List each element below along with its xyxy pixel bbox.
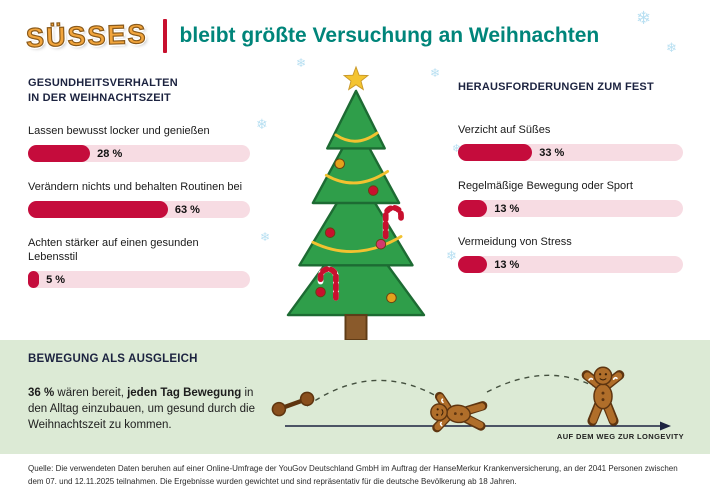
dumbbell-icon xyxy=(271,391,315,417)
bar-track: 33 % xyxy=(458,144,683,161)
bar-label: Verzicht auf Süßes xyxy=(458,124,551,136)
bar-value: 13 % xyxy=(494,202,520,215)
bar-label: Regelmäßige Bewegung oder Sport xyxy=(458,180,633,192)
tree-trunk xyxy=(344,314,368,341)
bar-track: 13 % xyxy=(458,256,683,273)
bar-label: Vermeidung von Stress xyxy=(458,236,572,248)
bottom-text-normal-1: wären bereit, xyxy=(54,386,128,399)
bar-track: 28 % xyxy=(28,145,250,162)
bar-value: 63 % xyxy=(174,203,200,216)
bar-value: 28 % xyxy=(97,147,123,160)
header: SÜSSES bleibt größte Versuchung an Weihn… xyxy=(25,14,600,58)
bar-fill xyxy=(458,200,488,217)
gingerbread-illustration xyxy=(271,340,671,454)
bar-fill xyxy=(28,145,91,162)
bar-label: Achten stärker auf einen gesunden Lebens… xyxy=(28,237,199,263)
bar-item-gesunder-lebensstil: Achten stärker auf einen gesunden Lebens… xyxy=(28,236,264,288)
candy-cane-icon xyxy=(317,204,404,301)
dashed-trajectory xyxy=(486,374,594,393)
right-section-heading: HERAUSFORDERUNGEN ZUM FEST xyxy=(458,81,654,93)
suesses-logo: SÜSSES xyxy=(25,18,149,53)
bottom-text-bold-36: 36 % xyxy=(28,386,55,399)
bar-item-bewegung-sport: Regelmäßige Bewegung oder Sport 13 % xyxy=(458,179,694,217)
christmas-tree-svg xyxy=(286,65,426,341)
bottom-text-normal-2: in den Alltag einzubauen, um gesund durc… xyxy=(28,386,255,431)
tree-star-icon xyxy=(342,65,370,91)
bottom-section-text: 36 % wären bereit, jeden Tag Bewegung in… xyxy=(28,385,268,433)
bar-label: Lassen bewusst locker und genießen xyxy=(28,125,210,137)
section-bewegung-als-ausgleich: BEWEGUNG ALS AUSGLEICH 36 % wären bereit… xyxy=(0,340,710,454)
snowflake-icon: ❄ xyxy=(446,248,457,263)
christmas-tree-illustration xyxy=(265,64,447,342)
bar-track: 5 % xyxy=(28,271,250,288)
bar-track: 13 % xyxy=(458,200,683,217)
left-heading-line2: IN DER WEIHNACHTSZEIT xyxy=(28,92,171,104)
bar-label: Verändern nichts und behalten Routinen b… xyxy=(28,181,243,193)
bar-item-verzicht-suesses: Verzicht auf Süßes 33 % xyxy=(458,123,694,161)
bottom-text-bold-bewegung: jeden Tag Bewegung xyxy=(127,386,242,399)
snowflake-icon: ❄ xyxy=(666,40,677,55)
left-heading-line1: GESUNDHEITSVERHALTEN xyxy=(28,77,178,89)
left-section-heading: GESUNDHEITSVERHALTEN IN DER WEIHNACHTSZEI… xyxy=(28,76,264,106)
snowflake-icon: ❄ xyxy=(636,8,652,28)
bar-item-vermeidung-stress: Vermeidung von Stress 13 % xyxy=(458,235,694,273)
bar-fill xyxy=(458,144,533,161)
section-herausforderungen: HERAUSFORDERUNGEN ZUM FEST Verzicht auf … xyxy=(458,80,694,273)
bar-item-routinen: Verändern nichts und behalten Routinen b… xyxy=(28,180,264,218)
longevity-arrowhead xyxy=(660,421,671,431)
bar-fill xyxy=(28,271,40,288)
bar-value: 13 % xyxy=(494,258,520,271)
header-divider xyxy=(162,19,167,53)
bar-item-locker-lassen: Lassen bewusst locker und genießen 28 % xyxy=(28,124,264,162)
bottom-section-heading: BEWEGUNG ALS AUSGLEICH xyxy=(28,353,198,365)
bar-value: 33 % xyxy=(539,146,565,159)
tree-ornaments xyxy=(315,158,397,304)
longevity-caption: AUF DEM WEG ZUR LONGEVITY xyxy=(556,432,684,441)
bar-fill xyxy=(28,201,168,218)
dashed-trajectory xyxy=(306,379,444,407)
source-footnote: Quelle: Die verwendeten Daten beruhen au… xyxy=(28,464,678,486)
bar-value: 5 % xyxy=(46,273,66,286)
tree-garland xyxy=(311,131,403,253)
bar-track: 63 % xyxy=(28,201,250,218)
tree-layer-top xyxy=(326,89,386,150)
gingerbread-man-standing xyxy=(587,367,620,421)
tree-layer-2 xyxy=(311,122,401,205)
section-gesundheitsverhalten: GESUNDHEITSVERHALTEN IN DER WEIHNACHTSZEI… xyxy=(28,76,264,288)
bar-fill xyxy=(458,256,488,273)
page-title: bleibt größte Versuchung an Weihnachten xyxy=(179,24,600,47)
